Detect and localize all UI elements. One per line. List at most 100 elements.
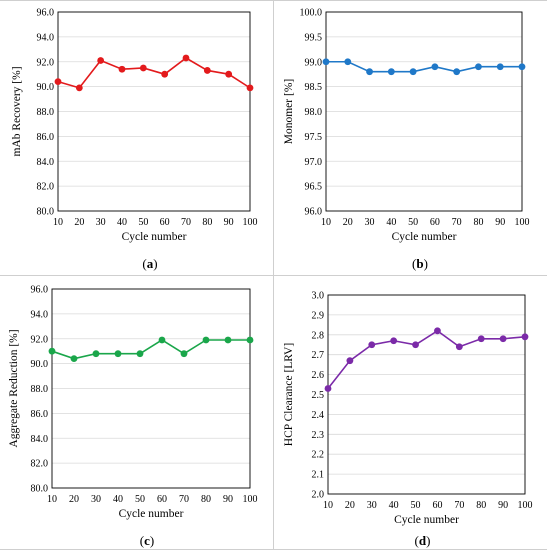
- data-point: [499, 335, 507, 343]
- data-point: [453, 68, 461, 76]
- x-tick-label: 100: [518, 500, 533, 511]
- x-tick-label: 60: [160, 217, 170, 228]
- panel-label-letter: a: [147, 256, 154, 271]
- data-point: [324, 385, 332, 392]
- x-tick-label: 10: [321, 217, 331, 228]
- x-tick-label: 80: [201, 494, 211, 505]
- panel-label-letter: b: [416, 256, 423, 271]
- y-tick-label: 97.5: [305, 132, 323, 143]
- data-point: [368, 341, 376, 349]
- series-line: [327, 329, 526, 390]
- panel-label: (b): [412, 256, 428, 271]
- y-axis-title: mAb Recovery [%]: [11, 66, 23, 156]
- data-point: [182, 54, 190, 62]
- plot-area-border: [327, 294, 526, 495]
- x-tick-label: 20: [69, 494, 79, 505]
- x-tick-label: 30: [91, 494, 101, 505]
- x-tick-label: 20: [343, 217, 353, 228]
- x-tick-label: 100: [243, 217, 258, 228]
- y-tick-label: 3.0: [312, 291, 325, 302]
- data-point: [75, 84, 83, 92]
- panel-label-letter: d: [419, 533, 427, 548]
- x-tick-label: 40: [113, 494, 123, 505]
- plot-area-border: [57, 11, 251, 212]
- data-point: [409, 68, 417, 76]
- panel-label: (c): [140, 533, 154, 548]
- data-point: [224, 336, 232, 344]
- data-point: [322, 58, 330, 66]
- x-tick-label: 10: [47, 494, 57, 505]
- x-tick-label: 50: [408, 217, 418, 228]
- x-tick-label: 80: [473, 217, 483, 228]
- panel-c-chart: 80.0 82.0 84.0 86.0 88.0 90.0 92.0 94.0 96.0 10 20…: [8, 285, 258, 549]
- plot-area-border: [325, 11, 523, 212]
- data-point: [225, 70, 233, 78]
- data-point: [118, 65, 126, 73]
- y-tick-label: 88.0: [31, 384, 49, 395]
- x-tick-label: 90: [498, 500, 508, 511]
- data-point: [202, 336, 210, 344]
- y-tick-label: 2.8: [312, 330, 325, 341]
- data-point: [180, 350, 188, 358]
- data-point: [114, 350, 122, 358]
- y-tick-label: 96.0: [305, 207, 323, 218]
- data-point: [518, 63, 526, 71]
- data-point: [246, 84, 254, 92]
- y-tick-label: 80.0: [37, 207, 55, 218]
- x-axis-title: Cycle number: [392, 231, 457, 243]
- y-tick-label: 99.0: [305, 57, 323, 68]
- data-point: [54, 78, 62, 86]
- x-tick-label: 20: [74, 217, 84, 228]
- y-axis-title: HCP Clearance [LRV]: [283, 343, 295, 446]
- x-tick-label: 100: [515, 217, 530, 228]
- data-point: [521, 333, 529, 341]
- data-point: [434, 327, 441, 335]
- y-tick-label: 100.0: [300, 8, 323, 19]
- data-point: [203, 67, 211, 74]
- data-point: [97, 57, 105, 64]
- y-tick-label: 2.2: [312, 450, 325, 461]
- x-tick-label: 60: [430, 217, 440, 228]
- y-tick-label: 96.5: [305, 182, 323, 193]
- x-tick-label: 80: [476, 500, 486, 511]
- y-tick-label: 96.0: [37, 8, 55, 19]
- x-tick-label: 30: [96, 217, 106, 228]
- x-tick-label: 90: [223, 494, 233, 505]
- x-tick-label: 60: [157, 494, 167, 505]
- data-point: [92, 350, 100, 358]
- data-point: [412, 341, 419, 349]
- data-point: [475, 63, 482, 71]
- data-point: [455, 343, 463, 351]
- x-tick-label: 60: [432, 500, 442, 511]
- y-tick-label: 94.0: [31, 309, 49, 320]
- series-line: [57, 57, 251, 89]
- data-point: [346, 357, 354, 365]
- x-tick-label: 10: [53, 217, 63, 228]
- y-tick-label: 99.5: [305, 32, 323, 43]
- y-tick-label: 82.0: [31, 459, 49, 470]
- panel-a-chart: 80.0 82.0 84.0 86.0 88.0 90.0 92.0 94.0 96.0 10 20…: [11, 8, 258, 272]
- y-axis-title: Aggregate Reduction [%]: [8, 329, 20, 447]
- plot-area-border: [51, 288, 251, 489]
- data-point: [431, 63, 439, 71]
- x-tick-label: 90: [495, 217, 505, 228]
- y-tick-label: 98.0: [305, 107, 323, 118]
- y-axis-title: Monomer [%]: [283, 79, 295, 144]
- x-tick-label: 40: [389, 500, 399, 511]
- x-tick-label: 50: [138, 217, 148, 228]
- x-axis-title: Cycle number: [122, 231, 187, 243]
- panel-label: (a): [142, 256, 157, 271]
- x-tick-label: 50: [411, 500, 421, 511]
- y-tick-label: 84.0: [31, 434, 49, 445]
- data-point: [158, 336, 166, 344]
- y-tick-label: 86.0: [37, 132, 55, 143]
- series-line: [51, 339, 250, 360]
- x-tick-label: 70: [181, 217, 191, 228]
- x-tick-label: 50: [135, 494, 145, 505]
- data-point: [344, 58, 352, 66]
- x-tick-label: 90: [224, 217, 234, 228]
- series-line: [326, 60, 522, 73]
- x-axis-title: Cycle number: [119, 508, 184, 520]
- y-tick-label: 2.4: [312, 410, 325, 421]
